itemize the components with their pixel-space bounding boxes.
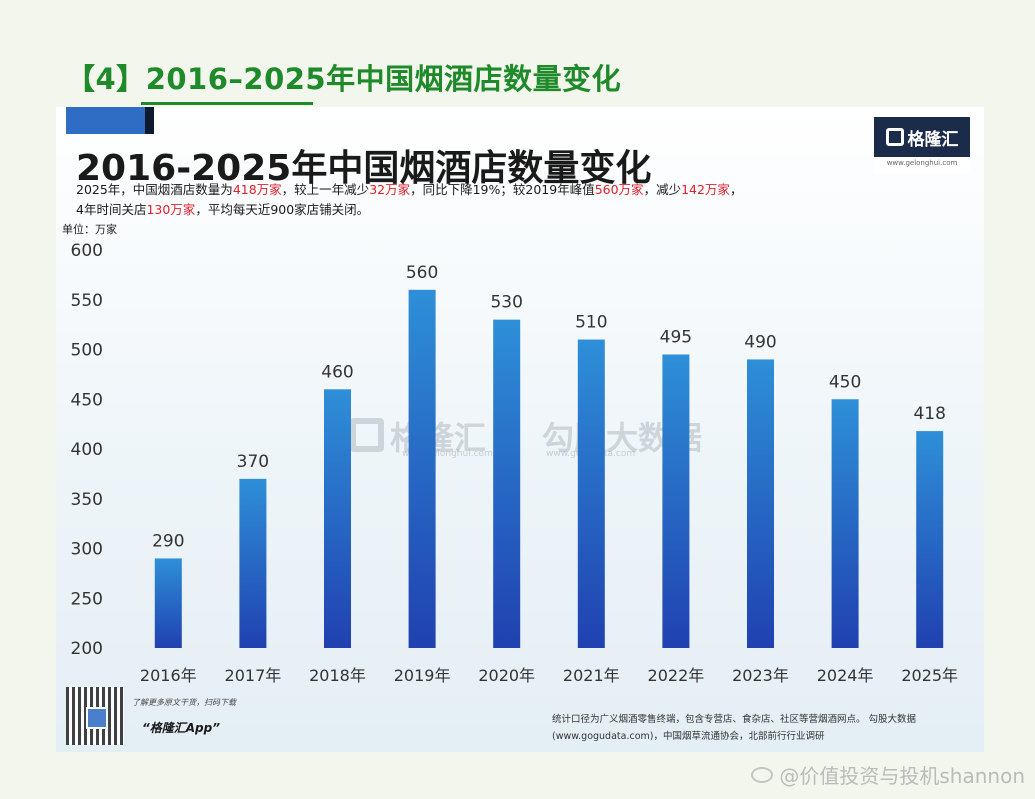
subtitle-part: 2025年，中国烟酒店数量为 bbox=[76, 182, 233, 197]
logo-text: 格隆汇 bbox=[907, 129, 959, 150]
subtitle-highlight: 142万家 bbox=[681, 182, 730, 197]
subtitle-part: ， bbox=[729, 182, 743, 197]
footer-source-note: 统计口径为广义烟酒零售终端，包含专营店、食杂店、社区等营烟酒网点。 勾股大数据 … bbox=[552, 714, 917, 742]
x-tick-label: 2016年 bbox=[140, 666, 197, 685]
y-tick-label: 300 bbox=[71, 540, 103, 560]
y-tick-label: 500 bbox=[71, 341, 103, 361]
data-label: 495 bbox=[660, 327, 692, 347]
heading-underline bbox=[141, 102, 313, 105]
y-tick-label: 200 bbox=[71, 639, 103, 659]
accent-bar-blue bbox=[66, 107, 145, 134]
x-tick-label: 2022年 bbox=[648, 666, 705, 685]
subtitle-highlight: 418万家 bbox=[232, 182, 282, 197]
weibo-icon bbox=[751, 766, 774, 783]
bar bbox=[577, 339, 605, 648]
chart-subtitle: 2025年，中国烟酒店数量为418万家，较上一年减少32万家，同比下降19%；较… bbox=[76, 180, 896, 220]
subtitle-highlight: 32万家 bbox=[369, 182, 411, 197]
watermark-gelonghui-url: www.gelonghui.com bbox=[402, 449, 493, 459]
subtitle-part: ，平均每天近900家店铺关闭。 bbox=[195, 202, 370, 217]
watermark-g-icon bbox=[350, 418, 384, 452]
x-tick-label: 2024年 bbox=[817, 666, 874, 685]
footer-app-name: “格隆汇App” bbox=[142, 721, 220, 735]
logo-url: www.gelonghui.com bbox=[886, 159, 958, 167]
accent-bar-dark bbox=[145, 107, 154, 134]
bar bbox=[747, 359, 774, 648]
bar-chart: 200 250 300 350 400 450 500 550 600 290 370 460 560… bbox=[71, 241, 959, 685]
data-label: 490 bbox=[744, 332, 776, 352]
bar bbox=[493, 319, 521, 648]
chart-title: 2016-2025年中国烟酒店数量变化 bbox=[76, 148, 652, 189]
y-tick-label: 250 bbox=[71, 589, 103, 609]
watermark-gelonghui: 格隆汇 bbox=[390, 419, 487, 457]
weibo-credit: @价值投资与投机shannon bbox=[751, 760, 1025, 789]
qr-code[interactable] bbox=[66, 687, 124, 745]
heading-prefix: 【4】 bbox=[66, 62, 146, 96]
bar bbox=[831, 399, 859, 648]
x-tick-label: 2017年 bbox=[225, 666, 282, 685]
x-tick-label: 2023年 bbox=[732, 666, 789, 685]
subtitle-part: ，同比下降19%；较2019年峰值 bbox=[410, 182, 595, 197]
x-tick-label: 2019年 bbox=[394, 666, 451, 685]
y-tick-label: 600 bbox=[71, 241, 103, 261]
heading-text: 2016–2025年中国烟酒店数量变化 bbox=[145, 62, 622, 96]
bar bbox=[408, 289, 436, 648]
subtitle-part: ，减少 bbox=[643, 182, 682, 197]
y-tick-label: 400 bbox=[71, 440, 103, 460]
data-label: 450 bbox=[829, 372, 861, 392]
chart-card: 2016-2025年中国烟酒店数量变化 2025年，中国烟酒店数量为418万家，… bbox=[56, 107, 984, 752]
subtitle-part: ，较上一年减少 bbox=[281, 182, 370, 197]
page-heading: 【4】2016–2025年中国烟酒店数量变化 bbox=[66, 56, 621, 98]
bar bbox=[324, 389, 351, 648]
logo-g-icon bbox=[885, 128, 904, 146]
bar bbox=[154, 558, 182, 648]
subtitle-part: 4年时间关店 bbox=[76, 202, 147, 217]
x-tick-label: 2018年 bbox=[309, 666, 366, 685]
subtitle-highlight: 130万家 bbox=[146, 202, 196, 217]
subtitle-highlight: 560万家 bbox=[594, 182, 644, 197]
y-tick-label: 350 bbox=[71, 490, 103, 510]
data-label: 370 bbox=[237, 452, 269, 472]
data-label: 418 bbox=[913, 404, 945, 424]
bar bbox=[239, 478, 267, 648]
data-label: 510 bbox=[575, 313, 607, 333]
unit-label: 单位：万家 bbox=[62, 223, 117, 236]
y-tick-label: 450 bbox=[71, 390, 103, 410]
bar bbox=[662, 354, 690, 648]
x-tick-label: 2025年 bbox=[901, 666, 958, 685]
y-tick-label: 550 bbox=[71, 291, 103, 311]
data-label: 460 bbox=[321, 362, 353, 382]
credit-text: @价值投资与投机shannon bbox=[779, 764, 1025, 788]
data-label: 560 bbox=[406, 263, 438, 283]
x-tick-label: 2021年 bbox=[563, 666, 620, 685]
bar bbox=[916, 431, 944, 648]
logo-box: 格隆汇 bbox=[874, 117, 970, 157]
data-label: 530 bbox=[490, 293, 522, 313]
footer-download-hint: 了解更多原文干货，扫码下载 bbox=[132, 698, 236, 707]
x-tick-label: 2020年 bbox=[478, 666, 535, 685]
brand-logo: 格隆汇 www.gelonghui.com bbox=[874, 117, 970, 173]
data-label: 290 bbox=[152, 531, 184, 551]
